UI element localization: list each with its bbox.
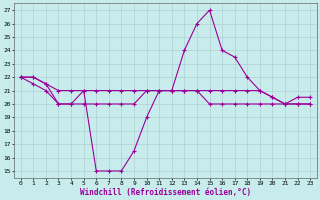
X-axis label: Windchill (Refroidissement éolien,°C): Windchill (Refroidissement éolien,°C) — [80, 188, 251, 197]
